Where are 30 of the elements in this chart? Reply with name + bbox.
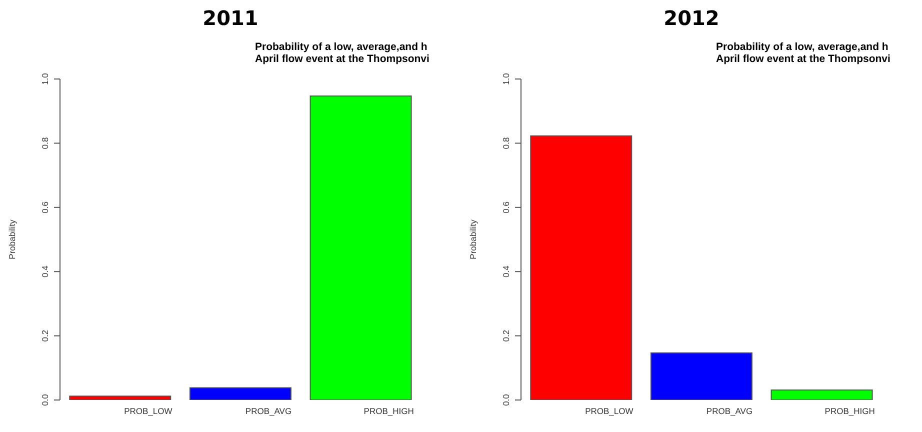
y-tick-label: 1.0 xyxy=(40,72,50,85)
y-tick-label: 0.8 xyxy=(40,137,50,150)
chart-title: 2011 xyxy=(202,6,260,30)
y-tick-label: 0.0 xyxy=(40,394,50,406)
bar xyxy=(310,96,412,400)
y-tick-label: 0.6 xyxy=(40,201,50,214)
y-tick-label: 0.0 xyxy=(501,394,511,406)
x-tick-label: PROB_AVG xyxy=(245,406,292,416)
y-tick-label: 0.6 xyxy=(501,201,511,214)
x-tick-label: PROB_HIGH xyxy=(824,406,875,416)
x-tick-label: PROB_HIGH xyxy=(364,406,414,416)
y-tick-label: 0.2 xyxy=(501,330,511,342)
y-tick-label: 0.2 xyxy=(40,330,50,342)
x-tick-label: PROB_AVG xyxy=(706,406,753,416)
bar xyxy=(189,387,292,400)
bar xyxy=(650,352,752,400)
y-tick-label: 0.4 xyxy=(40,265,50,278)
bar xyxy=(69,396,172,400)
chart-subtitle: Probability of a low, average,and h April flow event at the Thompsonvi xyxy=(255,41,430,65)
y-axis-title: Probability xyxy=(7,218,18,260)
x-tick-label: PROB_LOW xyxy=(124,406,172,416)
y-tick-label: 0.4 xyxy=(501,265,511,278)
bar xyxy=(770,390,873,400)
x-tick-label: PROB_LOW xyxy=(585,406,634,416)
y-axis-title: Probability xyxy=(468,218,478,260)
bar xyxy=(530,135,632,400)
y-tick-label: 1.0 xyxy=(501,72,511,85)
y-tick-label: 0.8 xyxy=(501,137,511,150)
chart-subtitle: Probability of a low, average,and h April flow event at the Thompsonvi xyxy=(716,41,892,65)
chart-title: 2012 xyxy=(662,6,720,30)
